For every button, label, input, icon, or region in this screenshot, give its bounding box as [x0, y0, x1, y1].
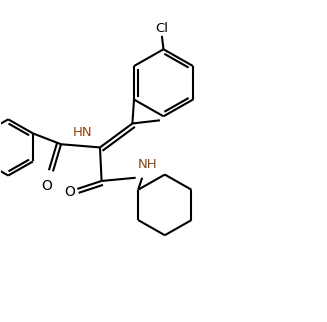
Text: O: O — [42, 179, 53, 193]
Text: O: O — [65, 185, 76, 199]
Text: NH: NH — [137, 158, 157, 171]
Text: HN: HN — [72, 126, 92, 139]
Text: Cl: Cl — [155, 22, 168, 35]
